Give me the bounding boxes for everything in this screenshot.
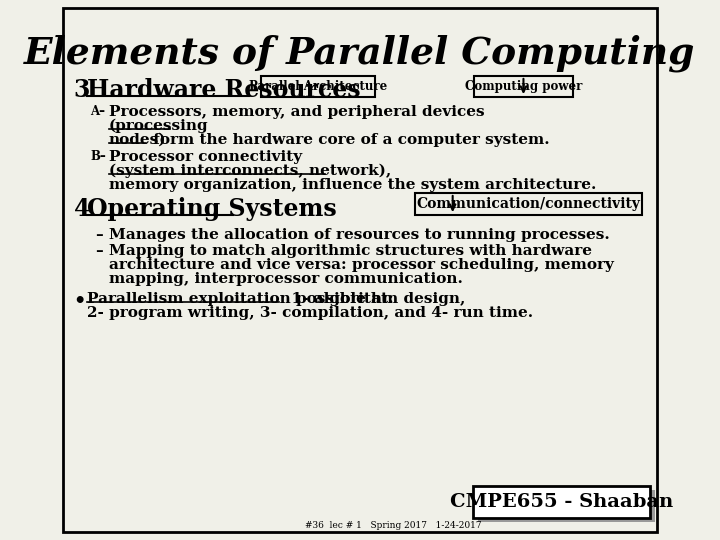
Text: nodes): nodes) — [109, 133, 166, 147]
Bar — [261, 76, 375, 97]
Text: memory organization, influence the system architecture.: memory organization, influence the syste… — [109, 178, 596, 192]
Text: Parallelism exploitation possible at:: Parallelism exploitation possible at: — [87, 292, 394, 306]
Text: (processing: (processing — [109, 119, 209, 133]
Text: CMPE655 - Shaaban: CMPE655 - Shaaban — [450, 493, 673, 511]
Text: 4: 4 — [73, 197, 90, 221]
Text: –: – — [96, 228, 103, 242]
Text: Processor connectivity: Processor connectivity — [109, 150, 307, 164]
Text: Operating Systems: Operating Systems — [87, 197, 337, 221]
Bar — [474, 76, 573, 97]
Text: A–: A– — [91, 105, 105, 118]
Text: Computing power: Computing power — [465, 80, 582, 93]
FancyBboxPatch shape — [63, 8, 657, 532]
Text: –: – — [96, 244, 103, 258]
Text: Hardware Resources: Hardware Resources — [87, 78, 361, 102]
Bar — [478, 490, 655, 522]
Text: Processors, memory, and peripheral devices: Processors, memory, and peripheral devic… — [109, 105, 490, 119]
Text: 3: 3 — [73, 78, 90, 102]
Bar — [415, 193, 642, 215]
Text: Communication/connectivity: Communication/connectivity — [416, 197, 641, 211]
Text: 2- program writing, 3- compilation, and 4- run time.: 2- program writing, 3- compilation, and … — [87, 306, 533, 320]
Text: Mapping to match algorithmic structures with hardware: Mapping to match algorithmic structures … — [109, 244, 592, 258]
Text: mapping, interprocessor communication.: mapping, interprocessor communication. — [109, 272, 463, 286]
Text: 1- algorithm design,: 1- algorithm design, — [281, 292, 465, 306]
Text: Elements of Parallel Computing: Elements of Parallel Computing — [24, 35, 696, 72]
Text: Manages the allocation of resources to running processes.: Manages the allocation of resources to r… — [109, 228, 610, 242]
Text: •: • — [73, 292, 86, 310]
Text: form the hardware core of a computer system.: form the hardware core of a computer sys… — [148, 133, 549, 147]
Text: (system interconnects, network),: (system interconnects, network), — [109, 164, 391, 178]
Text: Parallel Architecture: Parallel Architecture — [248, 80, 387, 93]
Text: architecture and vice versa: processor scheduling, memory: architecture and vice versa: processor s… — [109, 258, 613, 272]
Bar — [473, 486, 650, 518]
Text: B–: B– — [91, 150, 106, 163]
Text: #36  lec # 1   Spring 2017   1-24-2017: #36 lec # 1 Spring 2017 1-24-2017 — [305, 521, 482, 530]
